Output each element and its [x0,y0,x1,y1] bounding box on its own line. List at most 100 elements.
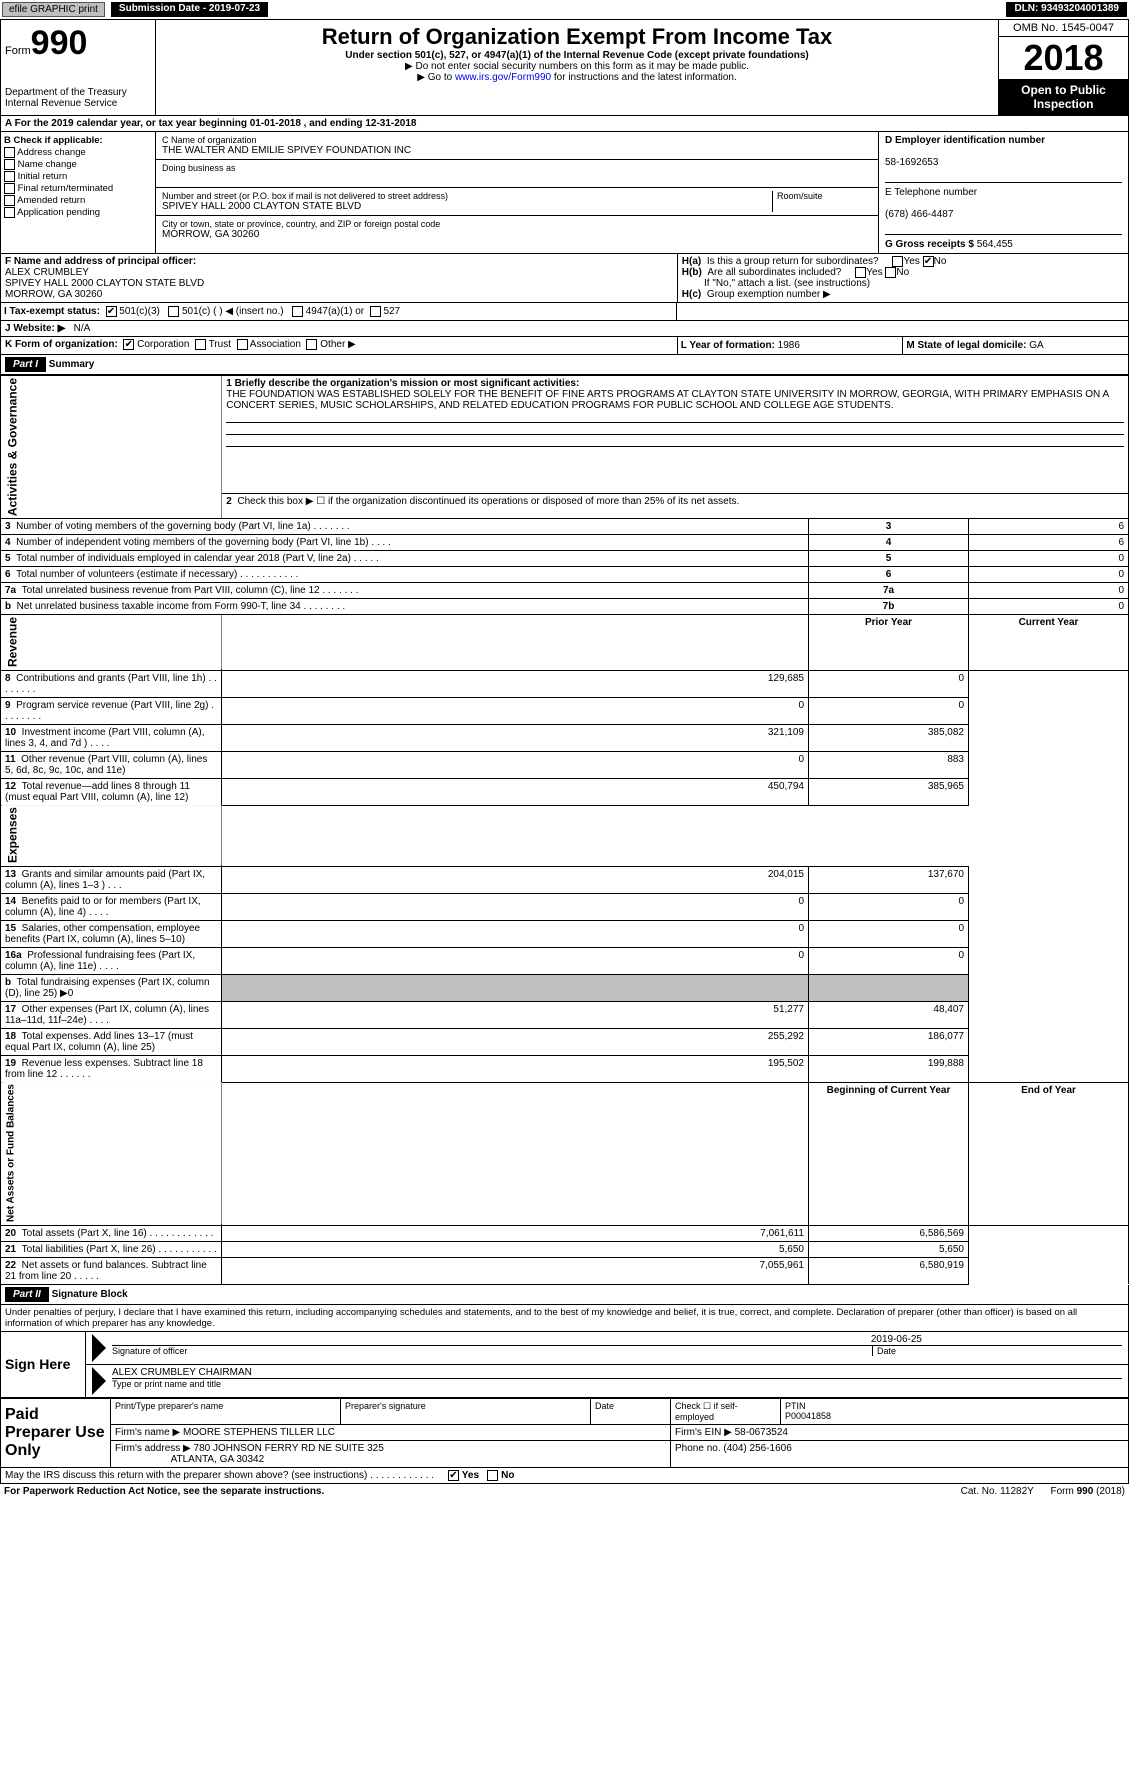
firm-addr2: ATLANTA, GA 30342 [171,1454,265,1465]
current-year-hdr: Current Year [969,615,1129,670]
prep-name-label: Print/Type preparer's name [115,1401,336,1411]
state-domicile-label: M State of legal domicile: [906,340,1026,351]
open-public-badge: Open to Public Inspection [999,79,1128,115]
year-formation-value: 1986 [778,340,800,351]
sign-arrow-icon [92,1334,106,1362]
hb-no[interactable]: No [896,267,909,278]
table-row: 22 Net assets or fund balances. Subtract… [1,1257,1129,1284]
opt-assoc: Association [250,340,301,351]
sign-here-label: Sign Here [1,1332,86,1397]
form990-link[interactable]: www.irs.gov/Form990 [455,72,551,83]
officer-print-name: ALEX CRUMBLEY CHAIRMAN [112,1367,1122,1378]
table-row: 15 Salaries, other compensation, employe… [1,920,1129,947]
part-ii-badge: Part II [5,1287,49,1302]
ha-no[interactable]: No [934,256,947,267]
chk-final-return[interactable]: Final return/terminated [4,183,152,194]
officer-name: ALEX CRUMBLEY [5,267,89,278]
penalty-text: Under penalties of perjury, I declare th… [0,1305,1129,1332]
firm-addr-label: Firm's address ▶ [115,1443,191,1454]
ha-label: Is this a group return for subordinates? [707,256,879,267]
tax-year: 2018 [999,37,1128,79]
chk-527[interactable] [370,306,381,317]
box-c: C Name of organization THE WALTER AND EM… [156,132,878,253]
hc-label: Group exemption number ▶ [707,289,831,300]
side-label-exp: Expenses [1,805,222,866]
chk-501c3[interactable] [106,306,117,317]
table-row: 7a Total unrelated business revenue from… [1,583,1129,599]
table-row: 18 Total expenses. Add lines 13–17 (must… [1,1028,1129,1055]
opt-corp: Corporation [137,340,189,351]
form-prefix: Form [5,45,31,57]
table-row: 11 Other revenue (Part VIII, column (A),… [1,751,1129,778]
dba-label: Doing business as [162,163,872,173]
table-row: 10 Investment income (Part VIII, column … [1,724,1129,751]
omb-number: OMB No. 1545-0047 [999,20,1128,37]
submission-date: Submission Date - 2019-07-23 [111,2,268,17]
table-row: 17 Other expenses (Part IX, column (A), … [1,1001,1129,1028]
ptin-label: PTIN [785,1401,806,1411]
form-title: Return of Organization Exempt From Incom… [160,24,994,50]
hb-yes[interactable]: Yes [866,267,882,278]
box-b-label: B Check if applicable: [4,135,103,146]
q2-text: Check this box ▶ ☐ if the organization d… [237,496,739,507]
state-domicile-value: GA [1029,340,1043,351]
open-line1: Open to Public [1003,83,1124,97]
form-of-org-label: K Form of organization: [5,340,118,351]
table-row: b Net unrelated business taxable income … [1,599,1129,615]
block-fh: F Name and address of principal officer:… [0,253,1129,355]
page-footer: For Paperwork Reduction Act Notice, see … [0,1484,1129,1499]
ha-yes[interactable]: Yes [903,256,919,267]
website-label: J Website: ▶ [5,323,65,334]
self-employed-label: Check ☐ if self-employed [671,1398,781,1424]
website-value: N/A [74,323,91,334]
open-line2: Inspection [1003,97,1124,111]
chk-501c[interactable] [168,306,179,317]
table-row: 13 Grants and similar amounts paid (Part… [1,866,1129,893]
org-name-label: C Name of organization [162,135,872,145]
chk-name-change[interactable]: Name change [4,159,152,170]
firm-addr1: 780 JOHNSON FERRY RD NE SUITE 325 [194,1443,384,1454]
opt-trust: Trust [209,340,231,351]
chk-address-change[interactable]: Address change [4,147,152,158]
name-arrow-icon [92,1367,106,1395]
chk-initial-return[interactable]: Initial return [4,171,152,182]
officer-addr2: MORROW, GA 30260 [5,289,102,300]
row-a-tax-year: A For the 2019 calendar year, or tax yea… [0,116,1129,132]
box-defg: D Employer identification number 58-1692… [878,132,1128,253]
chk-corp[interactable] [123,339,134,350]
room-label: Room/suite [777,191,872,201]
efile-button[interactable]: efile GRAPHIC print [2,2,105,17]
summary-table: Activities & Governance 1 Briefly descri… [0,375,1129,1284]
prep-date-label: Date [595,1401,666,1411]
part-ii-header: Part II Signature Block [0,1285,1129,1305]
firm-phone-label: Phone no. [675,1443,721,1454]
chk-application-pending[interactable]: Application pending [4,207,152,218]
year-formation-label: L Year of formation: [681,340,775,351]
gross-receipts-value: 564,455 [977,239,1013,250]
discuss-yes: Yes [462,1470,479,1481]
top-bar: efile GRAPHIC print Submission Date - 20… [0,0,1129,19]
chk-trust[interactable] [195,339,206,350]
firm-name-label: Firm's name ▶ [115,1427,180,1438]
chk-assoc[interactable] [237,339,248,350]
discuss-no-chk[interactable] [487,1470,498,1481]
org-name: THE WALTER AND EMILIE SPIVEY FOUNDATION … [162,145,872,156]
chk-4947[interactable] [292,306,303,317]
goto-post: for instructions and the latest informat… [551,72,737,83]
box-b: B Check if applicable: Address change Na… [1,132,156,253]
part-ii-title: Signature Block [52,1289,128,1300]
discuss-yes-chk[interactable] [448,1470,459,1481]
street-value: SPIVEY HALL 2000 CLAYTON STATE BLVD [162,201,772,212]
chk-other[interactable] [306,339,317,350]
note-goto: ▶ Go to www.irs.gov/Form990 for instruct… [160,72,994,83]
opt-527: 527 [383,306,400,317]
table-row: 21 Total liabilities (Part X, line 26) .… [1,1241,1129,1257]
part-i-badge: Part I [5,357,46,372]
eoy-hdr: End of Year [969,1082,1129,1225]
ptin-value: P00041858 [785,1411,831,1421]
side-label-rev: Revenue [1,615,222,670]
part-i-header: Part I Summary [0,355,1129,375]
officer-label: F Name and address of principal officer: [5,256,196,267]
table-row: 8 Contributions and grants (Part VIII, l… [1,670,1129,697]
chk-amended-return[interactable]: Amended return [4,195,152,206]
